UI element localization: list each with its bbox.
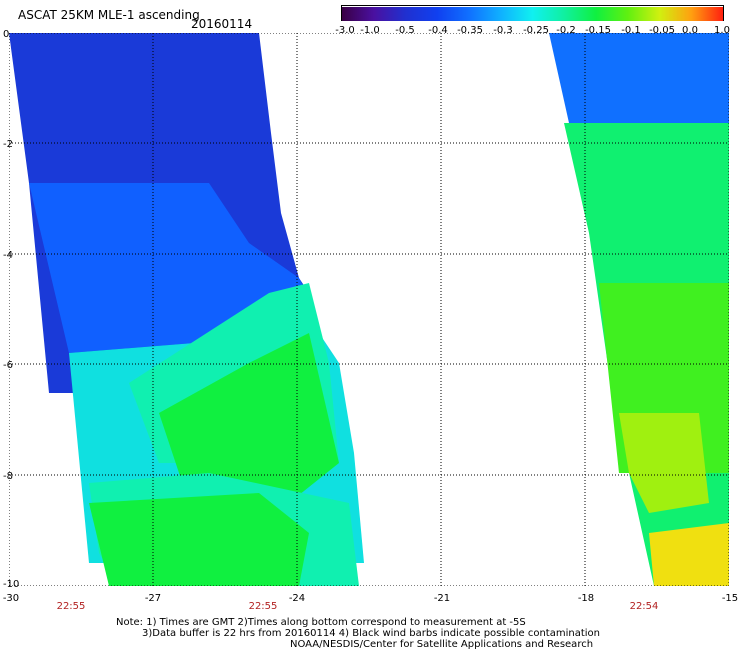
colorbar-tick-label: -0.4 bbox=[428, 25, 448, 36]
colorbar-tick-label: -0.1 bbox=[621, 25, 641, 36]
colorbar-tick-label: 0.0 bbox=[682, 25, 698, 36]
map-date: 20160114 bbox=[191, 17, 253, 31]
map-title: ASCAT 25KM MLE-1 ascending bbox=[18, 8, 200, 22]
colorbar-tick-label: -0.5 bbox=[395, 25, 415, 36]
colorbar bbox=[341, 5, 724, 21]
colorbar-tick-label: -1.0 bbox=[360, 25, 380, 36]
colorbar-tick-label: -0.05 bbox=[649, 25, 675, 36]
longitude-label: -27 bbox=[144, 593, 162, 604]
swath-canvas bbox=[9, 33, 729, 586]
longitude-label: -15 bbox=[721, 593, 739, 604]
latitude-label: -10 bbox=[3, 579, 20, 590]
latitude-label: -8 bbox=[3, 471, 13, 482]
right-swath-region bbox=[619, 413, 709, 513]
colorbar-tick-label: -0.15 bbox=[585, 25, 611, 36]
grid-lines bbox=[9, 33, 729, 586]
note-line-3: NOAA/NESDIS/Center for Satellite Applica… bbox=[290, 639, 594, 650]
colorbar-tick-label: 1.0 bbox=[714, 25, 730, 36]
note-line-2: 3)Data buffer is 22 hrs from 20160114 4)… bbox=[142, 628, 600, 639]
longitude-label: -24 bbox=[288, 593, 306, 604]
left-swath-region bbox=[89, 493, 309, 586]
colorbar-tick-label: -0.35 bbox=[457, 25, 483, 36]
longitude-label: -18 bbox=[577, 593, 595, 604]
longitude-label: -30 bbox=[2, 593, 20, 604]
note-line-1: Note: 1) Times are GMT 2)Times along bot… bbox=[116, 617, 526, 628]
measurement-time-label: 22:55 bbox=[56, 601, 86, 612]
left-swath-region bbox=[159, 333, 339, 503]
longitude-label: -21 bbox=[433, 593, 451, 604]
right-swath-region bbox=[649, 523, 729, 586]
right-swath-region bbox=[549, 33, 729, 123]
colorbar-tick-label: -3.0 bbox=[335, 25, 355, 36]
colorbar-tick-label: -0.3 bbox=[493, 25, 513, 36]
colorbar-tick-label: -0.25 bbox=[523, 25, 549, 36]
colorbar-fill bbox=[342, 7, 723, 21]
map-plot bbox=[9, 33, 729, 586]
right-swath bbox=[549, 33, 729, 586]
colorbar-gradient bbox=[342, 7, 723, 21]
colorbar-tick-label: -0.2 bbox=[556, 25, 576, 36]
measurement-time-label: 22:55 bbox=[248, 601, 278, 612]
left-swath bbox=[9, 33, 364, 586]
measurement-time-label: 22:54 bbox=[629, 601, 659, 612]
latitude-label: -2 bbox=[3, 139, 13, 150]
latitude-label: -4 bbox=[3, 250, 13, 261]
latitude-label: 0 bbox=[3, 29, 10, 40]
latitude-label: -6 bbox=[3, 360, 13, 371]
